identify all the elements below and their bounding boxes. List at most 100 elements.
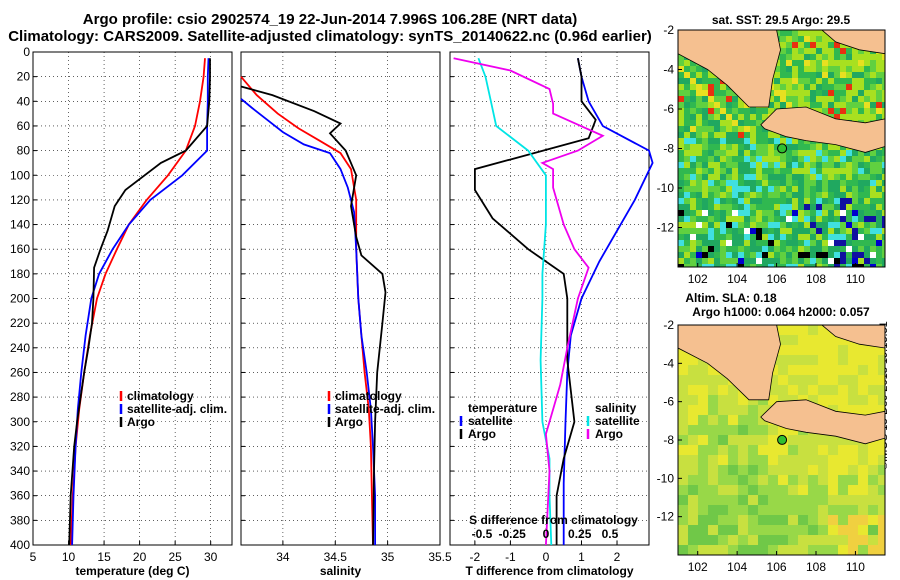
map-pixel [828, 535, 838, 545]
map-pixel [804, 48, 810, 54]
x-tick-label: 2 [614, 550, 621, 564]
map-pixel [818, 355, 828, 365]
map-pixel [720, 216, 726, 222]
map-pixel [768, 495, 778, 505]
map-pixel [708, 156, 714, 162]
map-pixel [858, 186, 864, 192]
map-pixel [720, 198, 726, 204]
map-pixel [768, 228, 774, 234]
map-pixel [876, 66, 882, 72]
map-pixel [696, 222, 702, 228]
map-pixel [786, 72, 792, 78]
map-pixel [748, 445, 758, 455]
map-pixel [774, 192, 780, 198]
map-pixel [738, 204, 744, 210]
map-pixel [726, 120, 732, 126]
map-pixel [774, 186, 780, 192]
map-pixel [828, 174, 834, 180]
map-pixel [834, 204, 840, 210]
map-pixel [708, 138, 714, 144]
map-pixel [732, 246, 738, 252]
map-pixel [744, 156, 750, 162]
map-pixel [786, 66, 792, 72]
map-pixel [816, 234, 822, 240]
map-pixel [732, 120, 738, 126]
map-pixel [804, 204, 810, 210]
map-pixel [708, 264, 714, 267]
map-pixel [702, 180, 708, 186]
map-pixel [714, 228, 720, 234]
map-pixel [882, 54, 885, 60]
map-pixel [732, 186, 738, 192]
map-pixel [876, 168, 882, 174]
map-pixel [678, 96, 684, 102]
map-pixel [726, 126, 732, 132]
map-pixel [768, 156, 774, 162]
map-pixel [720, 144, 726, 150]
map-pixel [702, 72, 708, 78]
map-pixel [678, 60, 684, 66]
map-pixel [786, 258, 792, 264]
map-pixel [732, 252, 738, 258]
map-pixel [756, 156, 762, 162]
map-pixel [804, 78, 810, 84]
map-pixel [744, 198, 750, 204]
map-pixel [852, 54, 858, 60]
map-pixel [678, 72, 684, 78]
map-pixel [828, 445, 838, 455]
map-pixel [726, 240, 732, 246]
map-pixel [870, 90, 876, 96]
map-pixel [828, 345, 838, 355]
map-pixel [878, 355, 885, 365]
argo-marker [777, 434, 788, 445]
map-pixel [726, 132, 732, 138]
land-borneo [821, 325, 885, 349]
map-pixel [828, 264, 834, 267]
map-pixel [804, 84, 810, 90]
map-pixel [758, 495, 768, 505]
map-pixel [840, 258, 846, 264]
map-pixel [858, 252, 864, 258]
map-pixel [852, 168, 858, 174]
map-pixel [798, 198, 804, 204]
map-pixel [690, 120, 696, 126]
map-pixel [868, 395, 878, 405]
map-pixel [882, 222, 885, 228]
map-pixel [792, 84, 798, 90]
map-pixel [788, 435, 798, 445]
map-pixel [798, 30, 804, 36]
map-pixel [744, 222, 750, 228]
map-pixel [810, 192, 816, 198]
series-salinity-satellite [477, 57, 553, 546]
map-pixel [750, 192, 756, 198]
map-pixel [708, 78, 714, 84]
map-pixel [738, 132, 744, 138]
y-tick-label: 40 [17, 94, 31, 108]
map-pixel [858, 455, 868, 465]
map-pixel [684, 102, 690, 108]
map-pixel [696, 156, 702, 162]
map-pixel [748, 505, 758, 515]
map-pixel [876, 96, 882, 102]
map-pixel [852, 216, 858, 222]
map-pixel [756, 186, 762, 192]
map-pixel [678, 156, 684, 162]
map-pixel [798, 264, 804, 267]
map-pixel [708, 222, 714, 228]
map-pixel [828, 252, 834, 258]
map-pixel [870, 66, 876, 72]
map-pixel [690, 192, 696, 198]
map-pixel [780, 36, 786, 42]
map-pixel [714, 180, 720, 186]
map-pixel [858, 345, 868, 355]
map-pixel [876, 264, 882, 267]
map-pixel [688, 545, 698, 555]
map-pixel [728, 435, 738, 445]
map-pixel [804, 150, 810, 156]
map-pixel [838, 335, 848, 345]
map-pixel [848, 395, 858, 405]
map-pixel [708, 465, 718, 475]
legend-label-argo: Argo [468, 427, 496, 441]
map-pixel [792, 174, 798, 180]
map-pixel [696, 258, 702, 264]
